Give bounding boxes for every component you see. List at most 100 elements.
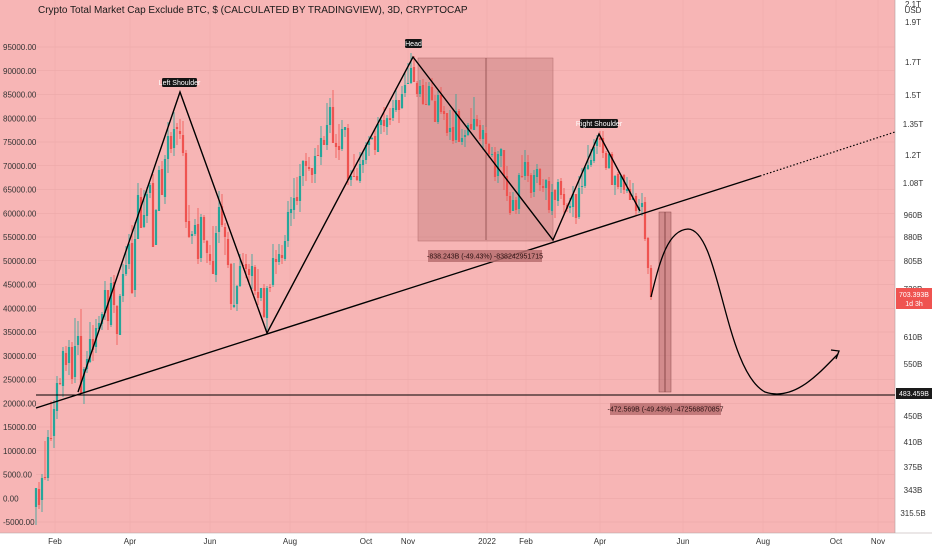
candle-body — [91, 339, 95, 350]
current-price-value: 703.393B — [899, 292, 929, 299]
candle-body — [337, 146, 341, 150]
candle — [514, 197, 518, 214]
candle — [535, 164, 539, 183]
candle-body — [358, 164, 362, 181]
left-tick-label: 45000.00 — [3, 281, 37, 290]
candle — [379, 117, 383, 134]
plot-background — [0, 0, 895, 533]
candle — [277, 244, 281, 265]
candle — [187, 205, 191, 238]
candle-body — [304, 161, 308, 166]
candle-body — [328, 107, 332, 125]
candle — [442, 106, 446, 120]
candle-body — [334, 143, 338, 147]
candle-body — [181, 135, 185, 153]
candle-body — [361, 160, 365, 165]
candle-body — [235, 286, 239, 304]
candle-body — [232, 305, 236, 307]
candle-body — [205, 241, 209, 253]
candle-body — [616, 174, 620, 187]
candle — [544, 179, 548, 200]
right-shoulder-tag: Right Shoulder — [576, 121, 623, 128]
candle — [37, 482, 41, 509]
x-tick-label: Aug — [283, 537, 297, 546]
candle-body — [526, 162, 530, 176]
candle-body — [157, 170, 161, 211]
candle-body — [262, 288, 266, 317]
candle — [220, 194, 224, 227]
candle-body — [478, 125, 482, 139]
candle — [403, 72, 407, 97]
candle-body — [433, 101, 437, 122]
candle-body — [397, 100, 401, 110]
candle-body — [196, 224, 200, 259]
candle-body — [256, 292, 260, 298]
candle — [439, 87, 443, 114]
candle-body — [100, 314, 104, 324]
candle-body — [166, 136, 170, 159]
candle — [67, 340, 71, 375]
candle — [52, 400, 56, 448]
candle — [40, 474, 44, 512]
candle — [280, 245, 284, 264]
candle-body — [595, 138, 599, 146]
candle-body — [133, 239, 137, 290]
left-tick-label: 30000.00 — [3, 352, 37, 361]
candle — [325, 103, 329, 150]
candle — [292, 178, 296, 219]
candle-body — [343, 127, 347, 130]
candle-body — [163, 159, 167, 197]
candle — [643, 197, 647, 241]
candle-body — [139, 197, 143, 228]
candle — [331, 90, 335, 143]
candle-body — [601, 138, 605, 153]
candle-body — [64, 353, 68, 365]
candle-body — [217, 207, 221, 232]
candle — [499, 148, 503, 167]
candle-body — [43, 477, 47, 478]
right-tick-label: 1.08T — [903, 179, 924, 188]
x-tick-label: Feb — [519, 537, 533, 546]
candle-body — [277, 254, 281, 262]
candle — [223, 223, 227, 255]
candle-body — [61, 351, 65, 386]
left-tick-label: 95000.00 — [3, 43, 37, 52]
candle-body — [211, 261, 215, 274]
candle — [490, 147, 494, 157]
candle-body — [271, 258, 275, 285]
candle — [169, 132, 173, 153]
candle — [286, 201, 290, 247]
candle — [61, 347, 65, 397]
candle — [517, 173, 521, 214]
candle — [436, 91, 440, 124]
candle — [205, 240, 209, 263]
candle — [307, 157, 311, 171]
candle-body — [415, 83, 419, 94]
candle — [295, 177, 299, 205]
candle-body — [406, 83, 410, 84]
candle-body — [649, 268, 653, 297]
candle — [481, 125, 485, 150]
x-tick-label: Oct — [830, 537, 843, 546]
candle — [460, 129, 464, 145]
candle — [259, 288, 263, 301]
candle-body — [88, 339, 92, 362]
candle-body — [79, 336, 83, 393]
candle — [538, 168, 542, 191]
candle-body — [598, 138, 602, 140]
candle — [319, 126, 323, 165]
candle — [211, 226, 215, 274]
candle — [310, 168, 314, 183]
candle — [91, 325, 95, 361]
candle-body — [223, 227, 227, 237]
candle — [613, 175, 617, 195]
candle-body — [586, 165, 590, 169]
right-axis-background — [895, 0, 932, 533]
candle-body — [253, 267, 257, 291]
candle-body — [226, 239, 230, 265]
candle — [109, 277, 113, 327]
candle — [583, 166, 587, 188]
neckline-trendline — [35, 175, 761, 409]
projection-measure-label: -472.569B (-49.43%) -472568870857 — [608, 407, 724, 414]
